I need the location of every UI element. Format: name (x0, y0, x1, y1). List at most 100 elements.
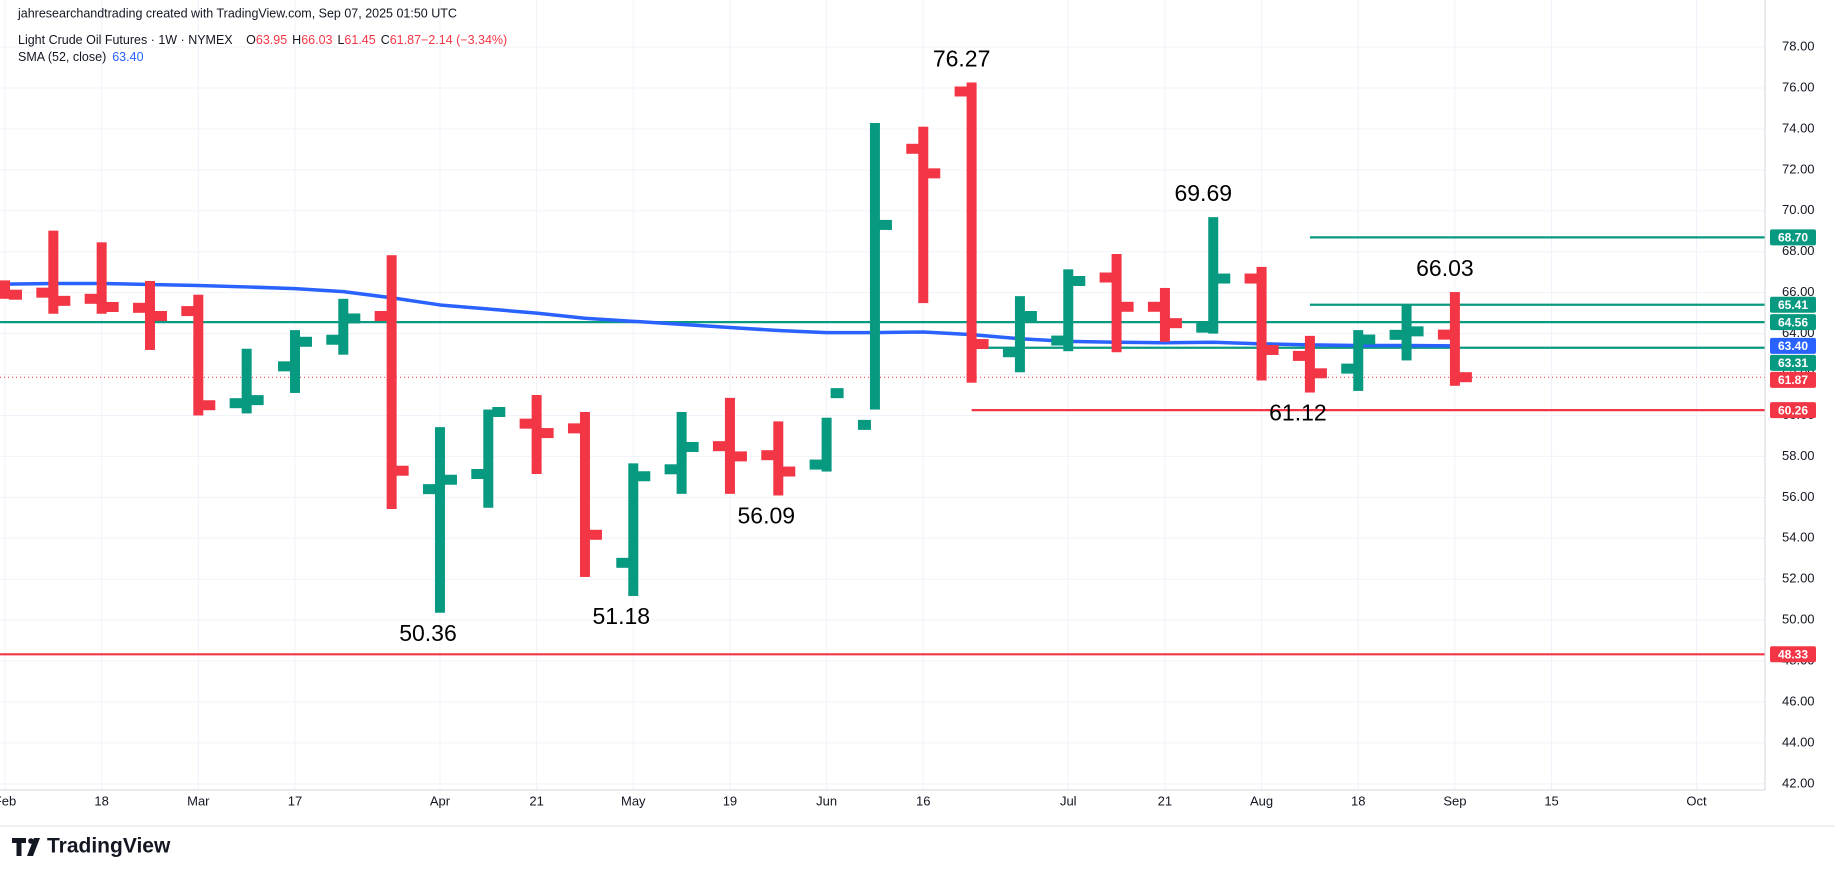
logo-slash (27, 838, 40, 856)
bar-open (181, 306, 195, 317)
price-box-label: 61.87 (1778, 373, 1808, 387)
bar-close (1265, 344, 1279, 355)
y-tick-label: 70.00 (1782, 202, 1815, 217)
sma-line (4, 281, 1455, 348)
bar-close (1458, 372, 1472, 383)
bar-open (1389, 329, 1403, 340)
legend-value: 61.45 (344, 33, 375, 47)
bar-open (857, 419, 871, 430)
price-annotation: 50.36 (399, 620, 457, 646)
bar-range (1449, 292, 1460, 386)
bar-open (519, 418, 533, 429)
bar-close (782, 466, 796, 477)
bar-open (567, 423, 581, 434)
y-tick-label: 74.00 (1782, 120, 1815, 135)
bar-range (1111, 253, 1122, 353)
grid (0, 0, 1765, 790)
bar-close (1120, 301, 1134, 312)
bar-close (250, 395, 264, 406)
bar-close (105, 301, 119, 312)
x-tick-label: May (621, 793, 646, 808)
x-tick-label: Jun (816, 793, 837, 808)
bar-range (531, 395, 542, 474)
x-tick-label: 16 (916, 793, 930, 808)
bar-open (1099, 272, 1113, 283)
y-tick-label: 46.00 (1782, 693, 1815, 708)
legend-value: 66.03 (301, 33, 332, 47)
bar-open (906, 143, 920, 154)
price-box (1770, 371, 1816, 388)
bar-range (0, 280, 10, 299)
bar-open (1341, 363, 1355, 374)
bar-open (761, 450, 775, 461)
bar-open (954, 86, 968, 97)
y-tick-label: 78.00 (1782, 39, 1815, 54)
y-tick-label: 56.00 (1782, 489, 1815, 504)
bar-close (733, 451, 747, 462)
bar-close (9, 289, 22, 300)
bar-range (289, 330, 300, 393)
y-tick-label: 50.00 (1782, 612, 1815, 627)
price-box-label: 64.56 (1778, 315, 1808, 329)
sma-value: 63.40 (112, 50, 143, 64)
x-tick-label: Sep (1443, 793, 1466, 808)
x-tick-label: 19 (723, 793, 737, 808)
bar-open (1437, 329, 1451, 340)
x-tick-label: Aug (1250, 793, 1273, 808)
legend-value: 63.95 (256, 33, 287, 47)
bar-range (193, 294, 204, 416)
bar-open (1196, 322, 1210, 333)
price-box (1770, 646, 1816, 663)
price-box (1770, 337, 1816, 354)
bar-open (712, 441, 726, 452)
price-box-label: 63.40 (1778, 339, 1808, 353)
price-annotation: 76.27 (933, 46, 991, 72)
price-box-label: 48.33 (1778, 647, 1808, 661)
y-tick-label: 68.00 (1782, 243, 1815, 258)
legend-row: Light Crude Oil Futures · 1W · NYMEX O63… (18, 33, 507, 47)
y-tick-label: 76.00 (1782, 79, 1815, 94)
bar-open (277, 361, 291, 372)
x-tick-label: 17 (288, 793, 302, 808)
price-annotation: 56.09 (737, 503, 795, 529)
price-annotation: 51.18 (593, 603, 651, 629)
bar-range (628, 463, 639, 596)
bar-range (1304, 335, 1315, 393)
bar-open (422, 484, 436, 495)
bar-open (616, 557, 630, 568)
legend-key: C (381, 33, 390, 47)
bar-range (48, 230, 59, 314)
bar-close (878, 219, 892, 230)
y-tick-label: 66.00 (1782, 284, 1815, 299)
credit: jahresearchandtrading created with Tradi… (17, 6, 457, 20)
bar-close (1362, 334, 1376, 345)
bar-close (347, 313, 361, 324)
bar-range (96, 242, 107, 314)
bar-open (326, 334, 340, 345)
bar-close (298, 336, 312, 347)
bar-open (1292, 350, 1306, 361)
bar-open (809, 459, 823, 470)
price-annotation: 66.03 (1416, 255, 1474, 281)
bar-range (869, 123, 880, 410)
y-tick-label: 54.00 (1782, 530, 1815, 545)
bar-open (1051, 335, 1065, 346)
bar-close (1072, 276, 1086, 287)
bars (0, 82, 1472, 613)
bar-close (395, 465, 409, 476)
bar-range (1159, 287, 1170, 342)
bar-range (483, 409, 494, 508)
price-box-label: 60.26 (1778, 403, 1808, 417)
bar-range (1401, 304, 1412, 361)
x-tick-label: Mar (187, 793, 210, 808)
bar-range (1208, 217, 1219, 334)
bar-range (579, 411, 590, 577)
bar-open (36, 287, 50, 298)
bar-close (927, 168, 941, 179)
bar-open (132, 302, 146, 313)
bar-close (492, 406, 506, 417)
bar-close (1168, 318, 1182, 329)
bar-range (386, 255, 397, 509)
bar-range (241, 348, 252, 414)
